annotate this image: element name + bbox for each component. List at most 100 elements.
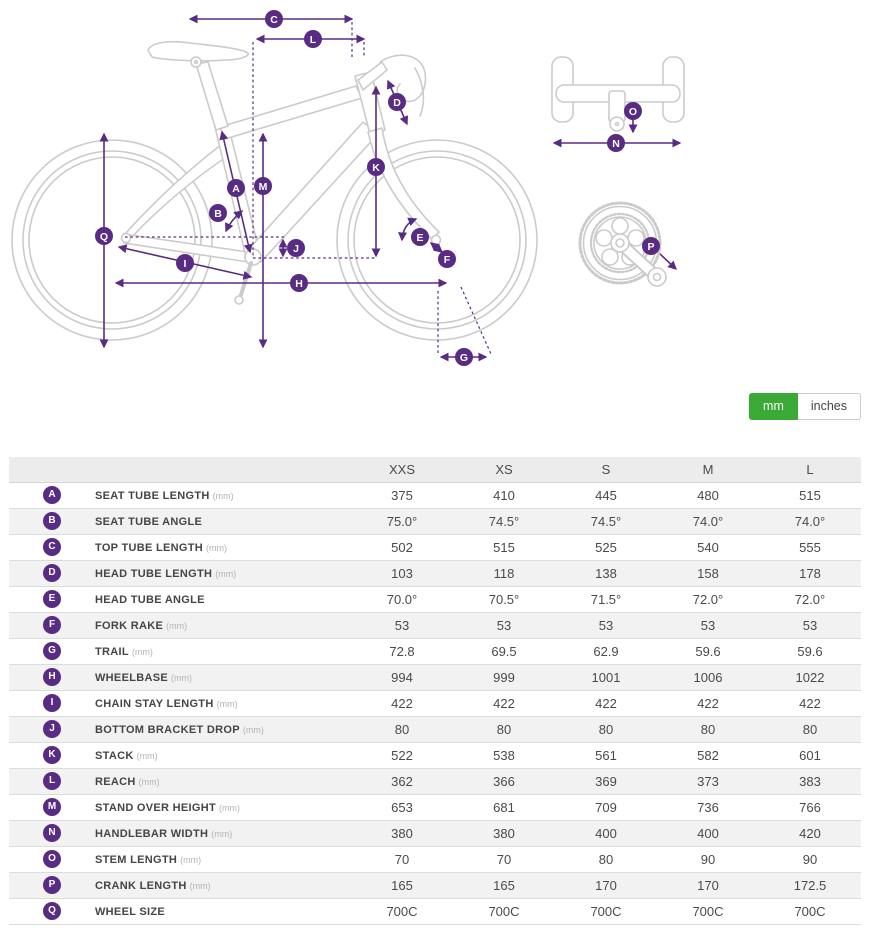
geometry-value: 700C [386, 903, 418, 919]
row-label: HEAD TUBE ANGLE [95, 594, 205, 606]
geometry-value: 118 [493, 565, 515, 581]
geometry-value: 515 [799, 487, 821, 503]
table-row: A SEAT TUBE LENGTH (mm) 375 410 445 480 515 [9, 482, 861, 509]
svg-text:A: A [232, 183, 240, 195]
row-label: STACK [95, 750, 134, 762]
geometry-value: 525 [595, 539, 617, 555]
geometry-value: 90 [700, 851, 716, 867]
row-values: 380 380 400 400 420 [351, 826, 861, 841]
diagram-badge-p: P [642, 237, 660, 255]
row-label: SEAT TUBE LENGTH [95, 490, 210, 502]
unit-mm-button[interactable]: mm [749, 393, 798, 420]
row-label: STAND OVER HEIGHT [95, 802, 217, 814]
geometry-value: 420 [799, 825, 821, 841]
front-wheel-icon [336, 139, 538, 341]
geometry-value: 700C [692, 903, 724, 919]
svg-text:N: N [612, 138, 620, 150]
row-values: 70.0° 70.5° 71.5° 72.0° 72.0° [351, 592, 861, 607]
geometry-value: 522 [391, 747, 413, 763]
svg-text:E: E [416, 232, 423, 244]
geometry-value: 709 [595, 799, 617, 815]
table-row: M STAND OVER HEIGHT (mm) 653 681 709 736 766 [9, 794, 861, 821]
geometry-value: 74.5° [488, 513, 520, 529]
geometry-value: 422 [697, 695, 719, 711]
geometry-value: 53 [802, 617, 818, 633]
geometry-value: 62.9 [593, 643, 619, 659]
table-row: Q WHEEL SIZE 700C 700C 700C 700C 700C [9, 898, 861, 925]
geometry-value: 70.5° [488, 591, 520, 607]
geometry-value: 53 [700, 617, 716, 633]
unit-inches-button[interactable]: inches [797, 393, 861, 420]
row-label: FORK RAKE [95, 620, 164, 632]
row-label: STEM LENGTH [95, 854, 178, 866]
geometry-value: 72.8 [389, 643, 415, 659]
geometry-value: 736 [697, 799, 719, 815]
geometry-value: 74.5° [590, 513, 622, 529]
arrow-seat-angle-b [225, 210, 244, 233]
geometry-table-header: XXS XS S M L [9, 456, 861, 483]
diagram-badge-k: K [367, 158, 385, 176]
row-unit: (mm) [138, 777, 160, 787]
geometry-diagram: A B C D E F G H I J K L M N O P Q [0, 0, 870, 380]
row-values: 362 366 369 373 383 [351, 774, 861, 789]
geometry-value: 70 [394, 851, 410, 867]
row-values: 375 410 445 480 515 [351, 488, 861, 503]
geometry-table: XXS XS S M L A SEAT TUBE LENGTH (mm) 375 410 44… [9, 456, 861, 925]
size-column-headers: XXS XS S M L [351, 462, 861, 477]
svg-text:J: J [293, 243, 299, 255]
geometry-value: 70 [496, 851, 512, 867]
diagram-badge-b: B [209, 204, 227, 222]
geometry-value: 165 [391, 877, 413, 893]
row-key-badge: P [43, 876, 61, 894]
geometry-value: 380 [493, 825, 515, 841]
diagram-badges: A B C D E F G H I J K L M N O P Q [95, 10, 660, 366]
geometry-value: 71.5° [590, 591, 622, 607]
geometry-value: 555 [799, 539, 821, 555]
geometry-value: 445 [595, 487, 617, 503]
geometry-value: 561 [595, 747, 617, 763]
row-label: REACH [95, 776, 136, 788]
row-unit: (mm) [189, 881, 211, 891]
geometry-value: 999 [493, 669, 515, 685]
geometry-value: 74.0° [794, 513, 826, 529]
geometry-value: 540 [697, 539, 719, 555]
table-row: O STEM LENGTH (mm) 70 70 80 90 90 [9, 846, 861, 873]
geometry-value: 1006 [693, 669, 723, 685]
diagram-badge-l: L [304, 30, 322, 48]
bike-geometry-svg: A B C D E F G H I J K L M N O P Q [11, 10, 685, 366]
row-label: CHAIN STAY LENGTH [95, 698, 214, 710]
svg-text:P: P [647, 241, 654, 253]
row-key-badge: L [43, 772, 61, 790]
row-key-badge: F [43, 616, 61, 634]
table-row: L REACH (mm) 362 366 369 373 383 [9, 768, 861, 795]
row-key-badge: O [43, 850, 61, 868]
bike-side-view [11, 40, 538, 341]
row-values: 502 515 525 540 555 [351, 540, 861, 555]
unit-toggle: mm inches [9, 393, 861, 420]
row-values: 700C 700C 700C 700C 700C [351, 904, 861, 919]
table-row: P CRANK LENGTH (mm) 165 165 170 170 172.5 [9, 872, 861, 899]
table-row: H WHEELBASE (mm) 994 999 1001 1006 1022 [9, 664, 861, 691]
diagram-badge-m: M [254, 177, 272, 195]
row-values: 994 999 1001 1006 1022 [351, 670, 861, 685]
row-unit: (mm) [136, 751, 158, 761]
row-key-badge: B [43, 512, 61, 530]
row-unit: (mm) [242, 725, 264, 735]
geometry-value: 369 [595, 773, 617, 789]
arrow-head-angle-e [397, 217, 418, 242]
geometry-value: 53 [394, 617, 410, 633]
row-label: SEAT TUBE ANGLE [95, 516, 203, 528]
geometry-value: 380 [391, 825, 413, 841]
geometry-value: 653 [391, 799, 413, 815]
row-key-badge: C [43, 538, 61, 556]
row-values: 72.8 69.5 62.9 59.6 59.6 [351, 644, 861, 659]
size-column-header: XXS [388, 461, 415, 477]
size-column-header: L [806, 461, 814, 477]
geometry-value: 700C [794, 903, 826, 919]
row-unit: (mm) [211, 829, 233, 839]
geometry-value: 138 [595, 565, 617, 581]
geometry-table-body: A SEAT TUBE LENGTH (mm) 375 410 445 480 515 B… [9, 482, 861, 925]
geometry-value: 1022 [795, 669, 825, 685]
svg-text:H: H [295, 278, 303, 290]
